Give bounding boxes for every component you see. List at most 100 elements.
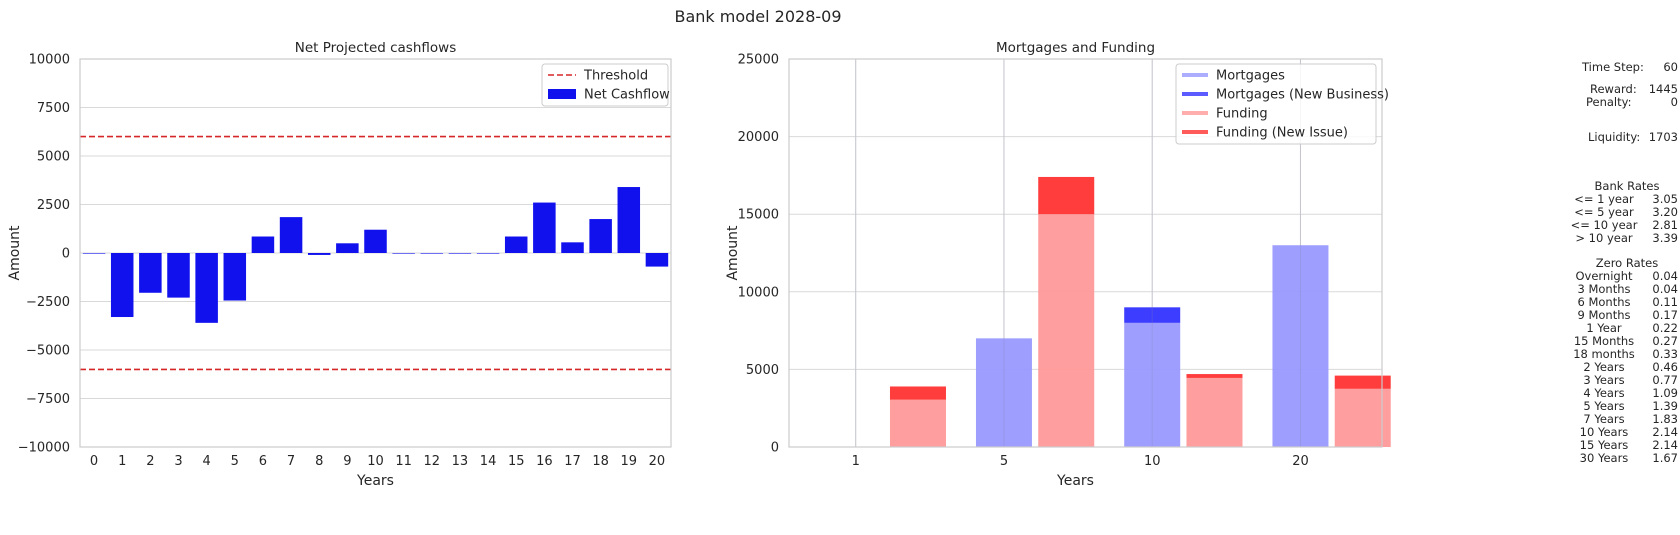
x-axis-label: Years <box>1056 473 1094 489</box>
zero-rate-row: 5 Years 1.39 <box>1566 400 1678 413</box>
zero-rate-value: 1.09 <box>1652 386 1678 400</box>
funding-bar <box>1186 377 1243 447</box>
zero-rate-row: 18 months 0.33 <box>1566 348 1678 361</box>
zero-rate-row: 3 Months 0.04 <box>1566 283 1678 296</box>
x-tick-label: 17 <box>564 454 581 469</box>
mortgages-funding-chart: 25000 20000 15000 10000 5000 0 1 5 10 20 Mortgages… <box>725 40 1391 489</box>
bank-rate-value: 3.20 <box>1652 205 1678 219</box>
zero-rate-row: 15 Months 0.27 <box>1566 335 1678 348</box>
y-axis-label: Amount <box>7 225 23 281</box>
y-tick-label: 10000 <box>29 53 70 68</box>
x-tick-label: 6 <box>259 454 267 469</box>
x-tick-label: 0 <box>90 454 98 469</box>
zero-rate-row: 2 Years 0.46 <box>1566 361 1678 374</box>
cashflow-bar <box>420 253 444 254</box>
cashflow-bar <box>167 253 190 298</box>
penalty-row: Penalty: 0 <box>1572 96 1678 109</box>
bank-rate-value: 2.81 <box>1652 218 1678 232</box>
zero-rates-list: Overnight 0.04 3 Months 0.04 6 Months 0.11 9 M… <box>1566 270 1678 465</box>
figure-title: Bank model 2028-09 <box>674 7 841 26</box>
bank-rate-value: 3.39 <box>1652 231 1678 245</box>
zero-rate-label: 9 Months <box>1577 308 1631 322</box>
zero-rate-value: 1.67 <box>1652 451 1678 465</box>
cashflow-bar <box>504 236 528 253</box>
x-tick-label: 13 <box>452 454 469 469</box>
legend-cashflow-swatch <box>548 89 576 99</box>
cashflow-bar <box>589 219 612 253</box>
x-tick-label: 10 <box>1144 454 1161 469</box>
zero-rate-row: 3 Years 0.77 <box>1566 374 1678 387</box>
x-tick-label: 2 <box>146 454 154 469</box>
y-tick-label: 20000 <box>738 130 779 145</box>
legend-box <box>1175 63 1377 145</box>
x-tick-label: 18 <box>592 454 609 469</box>
legend-label: Mortgages (New Business) <box>1216 88 1389 103</box>
zero-rate-value: 0.46 <box>1652 360 1678 374</box>
x-tick-label: 4 <box>203 454 211 469</box>
cashflow-bar <box>476 253 500 254</box>
cashflow-bar <box>251 236 275 253</box>
zero-rate-value: 0.33 <box>1652 347 1678 361</box>
legend-label: Funding <box>1216 107 1268 122</box>
reward-label: Reward: <box>1590 82 1637 96</box>
x-tick-label: 20 <box>1292 454 1309 469</box>
mortgages-bar <box>1272 245 1329 447</box>
liquidity-row: Liquidity: 1703 <box>1572 131 1678 144</box>
x-tick-label: 8 <box>315 454 323 469</box>
info-panel: Time Step: 60 Reward: 1445 Penalty: 0 Li… <box>1572 61 1678 144</box>
y-tick-label: 5000 <box>746 363 779 378</box>
y-axis-label: Amount <box>725 225 741 281</box>
zero-rate-label: 7 Years <box>1583 412 1625 426</box>
x-tick-label: 7 <box>287 454 295 469</box>
funding-bar <box>1038 214 1095 447</box>
bank-rate-row: <= 5 year 3.20 <box>1566 206 1678 219</box>
y-tick-label: 10000 <box>738 285 779 300</box>
x-tick-label: 14 <box>480 454 497 469</box>
zero-rate-label: 2 Years <box>1583 360 1625 374</box>
cashflow-bar <box>448 253 472 254</box>
cashflow-bar <box>279 217 303 253</box>
y-tick-label: 2500 <box>37 198 70 213</box>
zero-rate-label: 15 Years <box>1579 438 1629 452</box>
x-tick-label: 9 <box>343 454 351 469</box>
zero-rate-label: 6 Months <box>1577 295 1631 309</box>
time-step-label: Time Step: <box>1582 60 1644 74</box>
net-cashflow-chart: 10000 7500 5000 2500 0 −2500 −5000 −7500 −10000 0… <box>7 40 672 489</box>
zero-rate-value: 0.04 <box>1652 282 1678 296</box>
cashflow-bar <box>307 253 331 255</box>
reward-value: 1445 <box>1648 82 1678 96</box>
cashflow-bar <box>364 229 387 253</box>
y-tick-label: −7500 <box>26 392 70 407</box>
cashflow-bar <box>561 242 584 253</box>
bank-rate-label: > 10 year <box>1575 231 1633 245</box>
funding-new-issue-bar <box>1038 176 1095 215</box>
zero-rate-value: 0.22 <box>1652 321 1678 335</box>
x-tick-label: 12 <box>424 454 441 469</box>
y-tick-label: −10000 <box>18 441 70 456</box>
penalty-value: 0 <box>1670 95 1678 109</box>
x-tick-label: 15 <box>508 454 525 469</box>
x-tick-label: 1 <box>118 454 126 469</box>
plot-frame <box>79 58 672 448</box>
cashflow-bar <box>336 243 359 253</box>
cashflow-bar <box>645 253 669 267</box>
zero-rate-value: 0.77 <box>1652 373 1678 387</box>
mortgages-bar <box>1124 322 1181 447</box>
bank-rate-label: <= 1 year <box>1574 192 1634 206</box>
zero-rate-value: 2.14 <box>1652 438 1678 452</box>
chart-title: Mortgages and Funding <box>996 40 1155 56</box>
cashflow-bar <box>392 253 415 254</box>
y-tick-label: 0 <box>771 441 779 456</box>
mortgages-bar <box>975 338 1032 447</box>
mortgages-new-business-bar <box>1124 307 1181 323</box>
time-step-value: 60 <box>1663 60 1678 74</box>
liquidity-label: Liquidity: <box>1588 130 1641 144</box>
zero-rates-panel: Zero Rates Overnight 0.04 3 Months 0.04 6 Mo… <box>1566 257 1678 465</box>
cashflow-bar <box>617 187 641 253</box>
bank-rate-value: 3.05 <box>1652 192 1678 206</box>
x-tick-label: 10 <box>367 454 384 469</box>
y-tick-label: 0 <box>62 247 70 262</box>
zero-rate-label: Overnight <box>1575 269 1633 283</box>
x-tick-label: 5 <box>231 454 239 469</box>
